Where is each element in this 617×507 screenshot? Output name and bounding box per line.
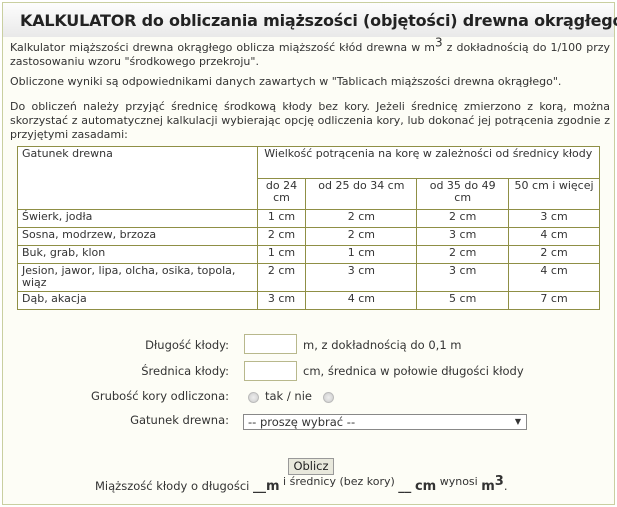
value-cell: 3 cm xyxy=(508,209,600,228)
value-cell: 5 cm xyxy=(416,291,510,310)
result-text: Miąższość kłody o długości xyxy=(95,479,254,493)
bark-label: Grubość kory odliczona: xyxy=(90,389,229,403)
value-cell: 3 cm xyxy=(256,291,307,310)
length-hint: m, z dokładnością do 0,1 m xyxy=(303,338,462,352)
value-cell: 3 cm xyxy=(416,227,510,246)
result-line: Miąższość kłody o długości __m i średnic… xyxy=(95,475,508,494)
value-cell: 3 cm xyxy=(416,263,510,292)
value-cell: 2 cm xyxy=(256,263,307,292)
result-text: i średnicy (bez kory) xyxy=(279,475,399,489)
value-cell: 7 cm xyxy=(508,291,600,310)
table-row: Dąb, akacja 3 cm 4 cm 5 cm 7 cm xyxy=(17,291,600,310)
bark-yes-radio[interactable] xyxy=(248,392,259,403)
diameter-input[interactable] xyxy=(244,361,297,381)
intro-paragraph-1: Kalkulator miąższości drewna okrągłego o… xyxy=(10,36,611,69)
header-col: od 35 do 49 cm xyxy=(416,178,510,210)
length-label: Długość kłody: xyxy=(145,338,229,352)
table-row: Buk, grab, klon 1 cm 1 cm 2 cm 2 cm xyxy=(17,245,600,264)
header-group: Wielkość potrącenia na korę w zależności… xyxy=(256,146,601,179)
value-cell: 2 cm xyxy=(305,227,418,246)
bark-deduction-table: Gatunek drewna Wielkość potrącenia na kor… xyxy=(17,146,601,310)
intro-text: z dokładnością do 1/100 przy zastosowani… xyxy=(10,41,611,68)
value-cell: 1 cm xyxy=(305,245,418,264)
page-title: KALKULATOR do obliczania miąższości (obj… xyxy=(20,11,617,30)
header-col: 50 cm i więcej xyxy=(508,178,600,210)
result-text: wynosi xyxy=(436,475,482,489)
result-unit: m xyxy=(481,479,495,494)
superscript: 3 xyxy=(434,35,443,50)
diameter-label: Średnica kłody: xyxy=(141,364,229,378)
bark-no-radio[interactable] xyxy=(323,392,334,403)
value-cell: 1 cm xyxy=(256,209,307,228)
value-cell: 3 cm xyxy=(305,263,418,292)
value-cell: 4 cm xyxy=(508,263,600,292)
species-select[interactable]: -- proszę wybrać -- ▼ xyxy=(243,414,527,430)
value-cell: 2 cm xyxy=(416,209,510,228)
value-cell: 2 cm xyxy=(256,227,307,246)
result-text: . xyxy=(503,479,508,493)
intro-paragraph-2: Obliczone wyniki są odpowiednikami danyc… xyxy=(10,75,562,88)
species-cell: Dąb, akacja xyxy=(17,291,258,310)
length-input[interactable] xyxy=(244,334,297,354)
header-col: do 24 cm xyxy=(256,178,307,210)
calculate-button[interactable]: Oblicz xyxy=(288,458,334,475)
value-cell: 2 cm xyxy=(508,245,600,264)
dropdown-arrow-icon: ▼ xyxy=(514,417,521,426)
intro-text: Kalkulator miąższości drewna okrągłego o… xyxy=(10,41,435,54)
header-species: Gatunek drewna xyxy=(17,146,258,210)
species-label: Gatunek drewna: xyxy=(130,413,229,427)
result-unit: cm xyxy=(414,479,437,494)
table-row: Świerk, jodła 1 cm 2 cm 2 cm 3 cm xyxy=(17,209,600,228)
diameter-hint: cm, średnica w połowie długości kłody xyxy=(303,364,524,378)
header-col: od 25 do 34 cm xyxy=(305,178,418,210)
value-cell: 4 cm xyxy=(305,291,418,310)
result-diameter: __ xyxy=(398,479,412,494)
species-selected: -- proszę wybrać -- xyxy=(248,415,356,429)
species-cell: Jesion, jawor, lipa, olcha, osika, topol… xyxy=(17,263,258,292)
value-cell: 1 cm xyxy=(256,245,307,264)
species-cell: Buk, grab, klon xyxy=(17,245,258,264)
value-cell: 2 cm xyxy=(416,245,510,264)
intro-paragraph-3: Do obliczeń należy przyjąć średnicę środ… xyxy=(10,100,610,141)
title-bar: KALKULATOR do obliczania miąższości (obj… xyxy=(3,3,617,37)
table-row: Sosna, modrzew, brzoza 2 cm 2 cm 3 cm 4 cm xyxy=(17,227,600,246)
table-row: Jesion, jawor, lipa, olcha, osika, topol… xyxy=(17,263,600,292)
bark-options-text: tak / nie xyxy=(265,389,312,403)
species-cell: Świerk, jodła xyxy=(17,209,258,228)
result-unit: m xyxy=(266,479,280,494)
species-cell: Sosna, modrzew, brzoza xyxy=(17,227,258,246)
value-cell: 2 cm xyxy=(305,209,418,228)
result-superscript: 3 xyxy=(494,474,504,490)
result-length: __ xyxy=(253,479,267,494)
value-cell: 4 cm xyxy=(508,227,600,246)
